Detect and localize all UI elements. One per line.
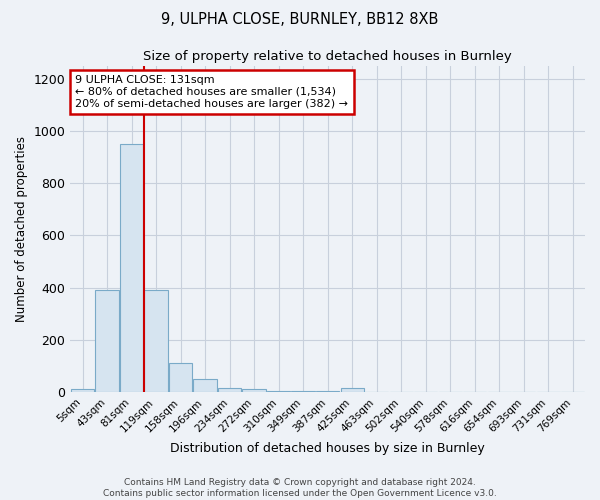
- Text: Contains HM Land Registry data © Crown copyright and database right 2024.
Contai: Contains HM Land Registry data © Crown c…: [103, 478, 497, 498]
- Bar: [341, 388, 364, 392]
- Bar: [145, 290, 168, 392]
- Bar: [71, 390, 94, 392]
- Y-axis label: Number of detached properties: Number of detached properties: [15, 136, 28, 322]
- Bar: [242, 390, 266, 392]
- Bar: [169, 363, 192, 392]
- Bar: [120, 144, 143, 392]
- Title: Size of property relative to detached houses in Burnley: Size of property relative to detached ho…: [143, 50, 512, 63]
- Text: 9, ULPHA CLOSE, BURNLEY, BB12 8XB: 9, ULPHA CLOSE, BURNLEY, BB12 8XB: [161, 12, 439, 28]
- Bar: [292, 391, 315, 392]
- Bar: [267, 390, 290, 392]
- Bar: [95, 290, 119, 392]
- X-axis label: Distribution of detached houses by size in Burnley: Distribution of detached houses by size …: [170, 442, 485, 455]
- Bar: [193, 379, 217, 392]
- Bar: [218, 388, 241, 392]
- Text: 9 ULPHA CLOSE: 131sqm
← 80% of detached houses are smaller (1,534)
20% of semi-d: 9 ULPHA CLOSE: 131sqm ← 80% of detached …: [76, 76, 349, 108]
